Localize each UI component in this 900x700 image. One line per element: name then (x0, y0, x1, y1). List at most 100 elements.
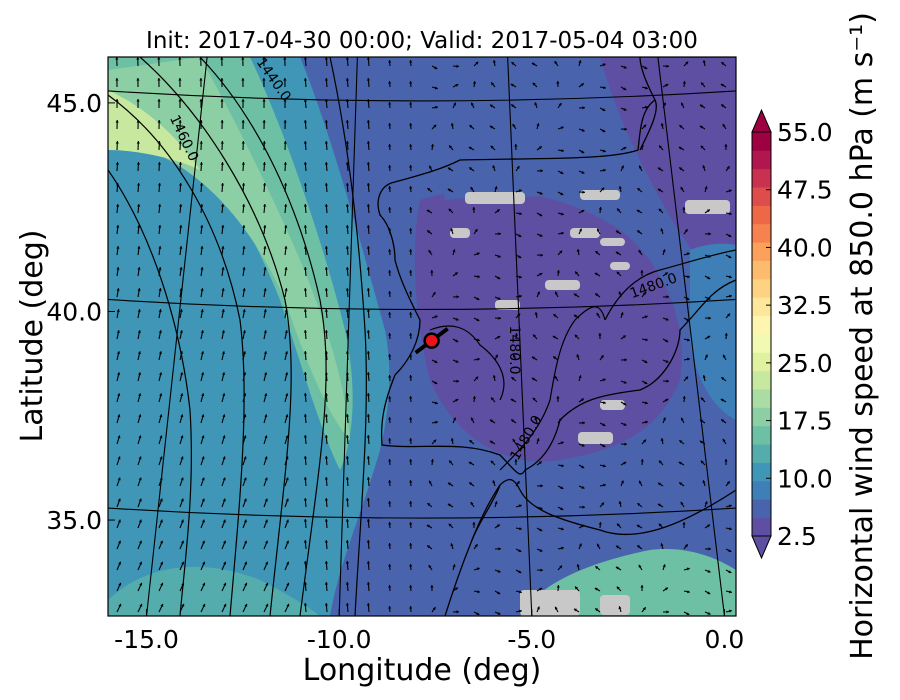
wind-vector-head (426, 524, 430, 528)
wind-vector-head (554, 375, 558, 379)
wind-vector-head (728, 234, 732, 238)
wind-vector-head (409, 438, 413, 441)
wind-vector-head (433, 439, 437, 443)
wind-vector-head (490, 460, 494, 464)
wind-vector-head (285, 456, 289, 460)
contour-label: 1480.0 (506, 326, 522, 375)
wind-vector-head (285, 414, 289, 418)
wind-vector-head (303, 120, 308, 123)
wind-vector-head (159, 456, 163, 460)
wind-vector-head (263, 351, 268, 355)
wind-vector-head (518, 549, 522, 553)
wind-vector-head (538, 146, 542, 150)
wind-vector-head (659, 145, 662, 149)
wind-vector-head (117, 435, 121, 439)
wind-vector-head (116, 351, 121, 355)
wind-vector-head (540, 484, 543, 488)
wind-vector-head (158, 330, 162, 334)
colorbar-tick-label: 2.5 (777, 522, 817, 551)
wind-vector-head (556, 81, 560, 84)
wind-vector-head (472, 522, 476, 525)
wind-vector-head (665, 398, 669, 402)
wind-vector-head (221, 267, 225, 270)
wind-vector-head (682, 522, 686, 525)
wind-vector-head (477, 357, 480, 361)
wind-vector-head (427, 545, 431, 549)
masked-area (600, 595, 630, 615)
wind-vector-head (138, 456, 142, 460)
wind-vector-head (366, 288, 371, 291)
wind-vector-head (303, 57, 308, 60)
wind-vector-head (285, 519, 289, 523)
wind-vector-head (200, 330, 204, 334)
wind-vector-head (644, 381, 648, 385)
wind-vector-head (539, 213, 543, 217)
wind-vector-head (581, 150, 585, 154)
wind-vector-head (617, 523, 620, 527)
wind-vector-head (450, 228, 454, 232)
wind-vector-head (201, 540, 205, 544)
wind-vector-head (366, 183, 371, 186)
wind-vector-head (560, 441, 564, 445)
wind-vector-head (264, 477, 268, 481)
wind-vector-head (494, 501, 498, 505)
wind-vector-head (489, 125, 493, 129)
wind-vector-head (556, 585, 560, 588)
colorbar (751, 108, 772, 560)
wind-vector-head (497, 254, 501, 258)
wind-vector-head (179, 309, 183, 312)
wind-vector-head (684, 544, 688, 548)
wind-vector-head (324, 582, 329, 585)
wind-vector-head (303, 540, 308, 543)
wind-vector-head (137, 267, 141, 270)
wind-vector-head (220, 141, 224, 144)
wind-vector-head (582, 505, 585, 509)
wind-vector-head (303, 372, 308, 375)
wind-vector-head (409, 60, 413, 63)
wind-vector-head (452, 417, 456, 421)
wind-vector-head (455, 359, 459, 363)
colorbar-segment (752, 499, 771, 519)
wind-vector-head (729, 294, 732, 298)
wind-vector-head (512, 354, 516, 358)
wind-vector-head (243, 498, 247, 502)
wind-vector-head (450, 123, 454, 126)
wind-vector-head (637, 188, 641, 192)
wind-vector-head (687, 357, 690, 361)
wind-vector-head (657, 167, 661, 171)
wind-vector-head (284, 288, 288, 291)
wind-vector-head (475, 61, 479, 65)
wind-vector-head (303, 309, 308, 312)
wind-vector-head (660, 123, 664, 126)
wind-vector-head (303, 162, 308, 165)
wind-vector-head (707, 569, 711, 573)
wind-vector-head (666, 379, 669, 383)
wind-vector-head (600, 355, 604, 359)
wind-vector-head (511, 104, 515, 108)
wind-vector-head (642, 607, 646, 611)
wind-vector-head (324, 141, 329, 144)
wind-vector-head (561, 546, 564, 550)
wind-vector-head (366, 540, 371, 543)
wind-vector-head (286, 603, 290, 607)
wind-vector-head (660, 438, 664, 441)
wind-vector-head (286, 582, 290, 586)
wind-vector-head (561, 149, 564, 153)
wind-vector-head (200, 204, 204, 207)
wind-vector-head (432, 292, 436, 296)
wind-vector-head (202, 582, 206, 586)
wind-vector-head (603, 86, 606, 90)
masked-area (600, 238, 625, 246)
wind-vector-head (578, 375, 582, 379)
wind-vector-head (578, 228, 582, 232)
wind-vector-head (598, 522, 602, 525)
wind-vector-head (324, 477, 329, 480)
wind-vector-head (136, 99, 140, 102)
wind-vector-head (199, 162, 204, 165)
wind-vector-head (511, 419, 515, 423)
wind-vector-head (539, 506, 543, 510)
wind-vector-head (624, 442, 627, 446)
wind-vector-head (345, 603, 350, 606)
